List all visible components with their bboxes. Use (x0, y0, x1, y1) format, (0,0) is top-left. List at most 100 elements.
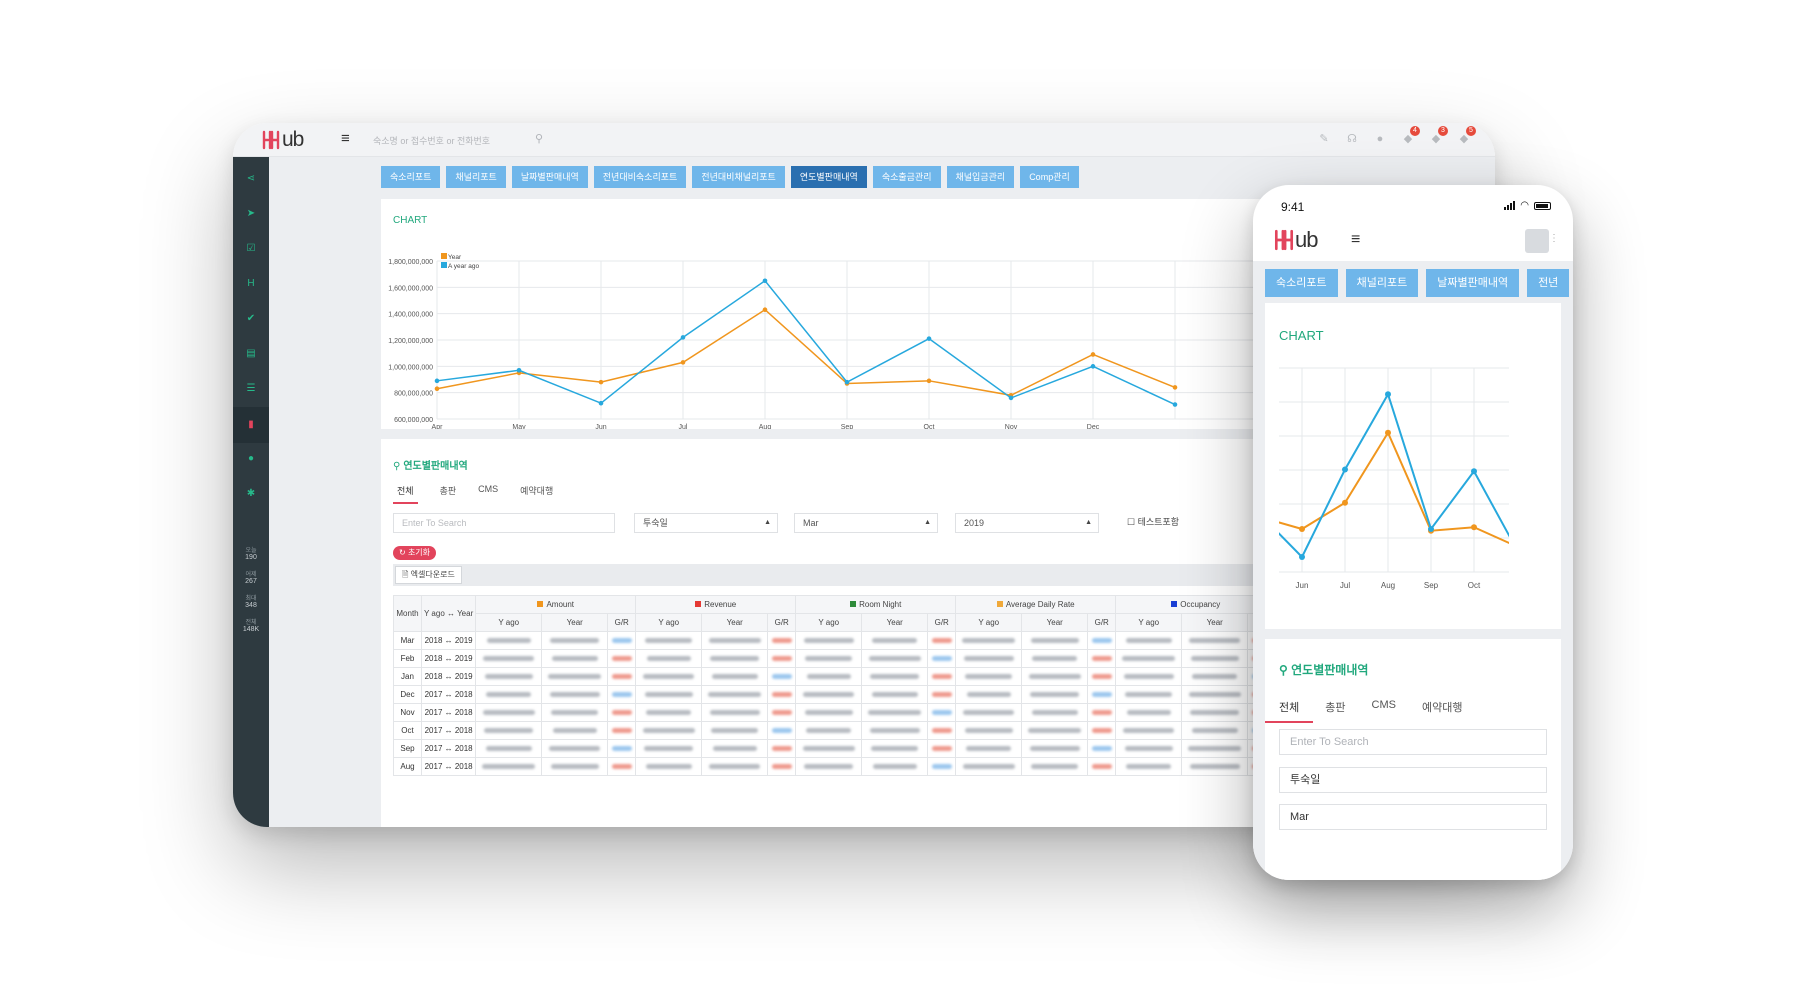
check-square-icon[interactable]: ☑ (246, 243, 256, 254)
date-type-select[interactable]: 투숙일 ▲ (634, 513, 778, 533)
logo[interactable]: ub (1273, 227, 1319, 252)
data-point[interactable] (1342, 499, 1348, 506)
tab-report-3[interactable]: 전년대비숙소리포트 (593, 166, 687, 188)
database-icon[interactable]: ▤ (246, 348, 256, 359)
blurred-cell (795, 667, 863, 686)
include-test-label: 테스트포함 (1137, 517, 1179, 527)
table-row[interactable]: Mar 2018 ↔ 2019 (393, 631, 1277, 650)
alert-icon[interactable]: ◆ 3 (1429, 126, 1448, 146)
gear-icon[interactable]: ✱ (246, 488, 256, 499)
data-point[interactable] (680, 360, 686, 365)
subtab-2[interactable]: CMS (1371, 699, 1396, 711)
compare-cell: 2017 ↔ 2018 (420, 721, 477, 740)
tab-report-1[interactable]: 채널리포트 (1345, 269, 1419, 297)
data-point[interactable] (1090, 352, 1096, 357)
tab-report-1[interactable]: 채널리포트 (446, 166, 506, 188)
sub-header: Year (541, 613, 609, 632)
table-row[interactable]: Nov 2017 ↔ 2018 (393, 703, 1277, 722)
subtab-0[interactable]: 전체 (1265, 699, 1314, 723)
global-search-input[interactable]: 숙소명 or 접수번호 or 전화번호 (373, 136, 491, 146)
headset-icon[interactable]: ☊ (1345, 132, 1359, 146)
tab-report-6[interactable]: 숙소출금관리 (872, 166, 941, 188)
redacted-value (483, 656, 535, 662)
check-circle-icon[interactable]: ✔ (246, 313, 256, 324)
tab-report-5[interactable]: 연도별판매내역 (790, 166, 867, 188)
blurred-cell (795, 757, 863, 776)
notification-icon[interactable]: ◆ 4 (1401, 126, 1420, 146)
data-point[interactable] (1471, 468, 1477, 475)
data-point[interactable] (1385, 391, 1391, 398)
message-icon[interactable]: ◆ 5 (1457, 126, 1476, 146)
data-point[interactable] (434, 386, 440, 392)
reset-button[interactable]: ↻ 초기화 (393, 546, 437, 560)
data-point[interactable] (680, 335, 686, 340)
data-point[interactable] (434, 378, 440, 384)
data-point[interactable] (516, 367, 522, 373)
table-row[interactable]: Dec 2017 ↔ 2018 (393, 685, 1277, 704)
user-avatar-icon[interactable] (1525, 229, 1549, 253)
tab-report-8[interactable]: Comp관리 (1020, 166, 1079, 188)
logo[interactable]: ub (261, 128, 304, 152)
data-point[interactable] (1428, 526, 1434, 532)
table-row[interactable]: Feb 2018 ↔ 2019 (393, 649, 1277, 668)
wrench-icon[interactable]: ✎ (1317, 132, 1331, 146)
tab-report-3[interactable]: 전년 (1527, 269, 1570, 297)
search-input[interactable]: Enter To Search (393, 513, 615, 533)
table-row[interactable]: Oct 2017 ↔ 2018 (393, 721, 1277, 740)
blurred-cell (1181, 631, 1249, 650)
excel-download-button[interactable]: 🗎 엑셀다운로드 (395, 566, 462, 584)
list-icon[interactable]: ☰ (246, 383, 256, 394)
user-icon[interactable]: ● (247, 453, 255, 464)
data-point[interactable] (598, 379, 604, 385)
data-point[interactable] (1172, 402, 1178, 407)
data-point[interactable] (926, 336, 932, 341)
h-square-icon[interactable]: H (247, 278, 255, 289)
data-point[interactable] (762, 278, 768, 284)
subtab-3[interactable]: 예약대행 (520, 486, 554, 496)
hamburger-icon[interactable]: ≡ (1351, 231, 1361, 248)
data-point[interactable] (598, 400, 604, 406)
hamburger-icon[interactable]: ≡ (341, 130, 350, 147)
month-select[interactable]: Mar ▲ (794, 513, 938, 533)
subtab-1[interactable]: 총판 (439, 486, 457, 496)
data-point[interactable] (844, 379, 850, 385)
subtab-2[interactable]: CMS (478, 484, 499, 494)
tab-report-0[interactable]: 숙소리포트 (1265, 269, 1338, 297)
subtab-3[interactable]: 예약대행 (1421, 702, 1463, 714)
table-row[interactable]: Jan 2018 ↔ 2019 (393, 667, 1277, 686)
data-point[interactable] (1008, 395, 1014, 401)
tab-report-4[interactable]: 전년대비채널리포트 (692, 166, 785, 188)
chat-icon[interactable]: ● (1373, 132, 1387, 146)
data-point[interactable] (762, 307, 768, 313)
data-point[interactable] (1172, 385, 1178, 390)
search-icon[interactable]: ⚲ (535, 133, 544, 145)
subtab-1[interactable]: 총판 (1325, 702, 1346, 714)
more-icon[interactable]: ⋮ (1549, 233, 1559, 244)
blurred-cell (1087, 739, 1117, 758)
year-select[interactable]: 2019 ▲ (955, 513, 1099, 533)
table-row[interactable]: Sep 2017 ↔ 2018 (393, 739, 1277, 758)
tab-report-2[interactable]: 날짜별판매내역 (511, 166, 588, 188)
search-icon: ⚲ (393, 461, 401, 472)
data-point[interactable] (1090, 364, 1096, 369)
data-point[interactable] (1299, 554, 1305, 560)
date-type-select[interactable]: 투숙일 (1279, 767, 1547, 793)
share-icon[interactable]: ⋖ (246, 173, 256, 184)
bar-chart-icon[interactable]: ▮ (233, 407, 269, 443)
table-row[interactable]: Aug 2017 ↔ 2018 (393, 757, 1277, 776)
tab-report-7[interactable]: 채널입금관리 (946, 166, 1015, 188)
send-icon[interactable]: ➤ (246, 208, 256, 219)
data-point[interactable] (1471, 524, 1477, 531)
blurred-cell (1181, 667, 1249, 686)
data-point[interactable] (926, 378, 932, 384)
search-input[interactable]: Enter To Search (1279, 729, 1547, 755)
data-point[interactable] (1385, 429, 1391, 436)
data-point[interactable] (1299, 526, 1305, 532)
blurred-cell (1115, 721, 1183, 740)
month-select[interactable]: Mar (1279, 804, 1547, 830)
subtab-0[interactable]: 전체 (393, 484, 418, 504)
tab-report-0[interactable]: 숙소리포트 (381, 166, 441, 188)
data-point[interactable] (1342, 466, 1348, 473)
tab-report-2[interactable]: 날짜별판매내역 (1426, 269, 1520, 297)
include-test-checkbox[interactable]: ☐ 테스트포함 (1127, 517, 1179, 527)
